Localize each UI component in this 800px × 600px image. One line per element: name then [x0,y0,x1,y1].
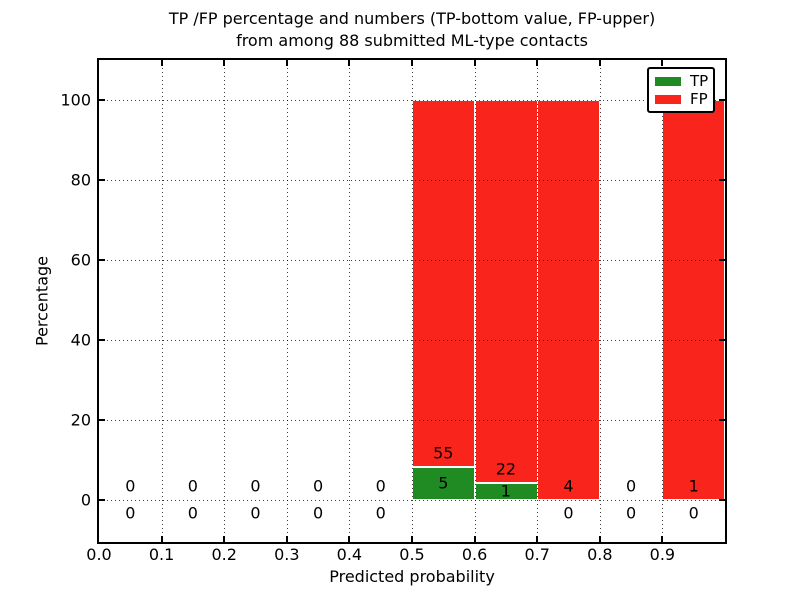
x-tick-label-0.5: 0.5 [399,545,425,564]
y-tick-label-80: 80 [70,170,91,190]
y-tick-label-60: 60 [70,250,91,270]
plot-area: 0 0 0 0 0 0 0 0 0 0 5 55 1 22 4 0 0 0 1 0 [97,58,727,544]
y-tick-right [719,499,725,501]
x-tick-label-0.2: 0.2 [211,545,237,564]
tp-count-label-0.8: 0 [626,503,637,523]
fp-count-label-0.6: 22 [495,459,517,479]
fp-count-label-0.7: 4 [563,476,574,496]
fp-count-label-0.9: 1 [688,476,699,496]
tp-legend-swatch [655,76,681,86]
x-tick-top [161,60,163,66]
tp-legend-label: TP [690,72,709,90]
v-gridline-0.6 [475,60,476,542]
x-tick-bottom [348,536,350,542]
x-tick-label-0.8: 0.8 [587,545,613,564]
fp-count-label-0.5: 55 [433,443,454,463]
y-tick-left [99,259,105,261]
y-tick-label-20: 20 [70,410,91,430]
fp-bar-0.7 [537,100,600,500]
tp-count-label-0.4: 0 [375,503,386,523]
x-tick-top [348,60,350,66]
legend-item-fp: FP [655,90,708,108]
y-tick-right [719,99,725,101]
x-tick-bottom [223,536,225,542]
fp-count-label-0.1: 0 [187,476,198,496]
y-tick-label-100: 100 [60,90,91,110]
v-gridline-0.8 [600,60,601,542]
x-tick-bottom [661,536,663,542]
x-tick-bottom [474,536,476,542]
fp-count-label-0.8: 0 [626,476,637,496]
y-tick-left [99,499,105,501]
y-tick-right [719,419,725,421]
y-tick-left [99,339,105,341]
x-axis-label: Predicted probability [329,567,495,586]
fp-count-label-0.2: 0 [250,476,261,496]
x-tick-top [474,60,476,66]
y-tick-right [719,259,725,261]
v-gridline-0.9 [662,60,663,542]
x-tick-bottom [286,536,288,542]
tp-count-label-0.0: 0 [125,503,136,523]
y-tick-left [99,419,105,421]
fp-bar-0.9 [662,100,725,500]
x-tick-bottom [536,536,538,542]
tp-bar-0.5 [412,466,475,500]
x-tick-top [286,60,288,66]
y-tick-right [719,339,725,341]
y-tick-left [99,99,105,101]
x-tick-top [661,60,663,66]
tp-count-label-0.2: 0 [250,503,261,523]
x-tick-label-0.7: 0.7 [524,545,550,564]
x-tick-top [599,60,601,66]
tp-count-label-0.3: 0 [313,503,324,523]
v-gridline-0.4 [349,60,350,542]
x-tick-top [223,60,225,66]
v-gridline-0.1 [162,60,163,542]
fp-count-label-0.3: 0 [313,476,324,496]
x-tick-label-0.0: 0.0 [86,545,112,564]
tp-count-label-0.6: 1 [500,481,511,501]
fp-legend-swatch [655,94,681,104]
fp-count-label-0.0: 0 [125,476,136,496]
fp-bar-0.6 [475,100,538,483]
chart-title: TP /FP percentage and numbers (TP-bottom… [97,8,727,52]
y-tick-right [719,179,725,181]
x-tick-label-0.1: 0.1 [148,545,175,564]
tp-count-label-0.1: 0 [187,503,198,523]
v-gridline-0.3 [287,60,288,542]
x-tick-bottom [599,536,601,542]
v-gridline-0.7 [537,60,538,542]
x-tick-top [536,60,538,66]
y-tick-left [99,179,105,181]
x-tick-top [411,60,413,66]
fp-bar-0.5 [412,100,475,467]
tp-count-label-0.5: 5 [438,473,449,493]
x-tick-bottom [161,536,163,542]
y-tick-label-0: 0 [80,490,91,510]
x-tick-bottom [411,536,413,542]
legend: TP FP [647,67,715,113]
chart-title-line1: TP /FP percentage and numbers (TP-bottom… [168,9,656,28]
plot-inner: 0 0 0 0 0 0 0 0 0 0 5 55 1 22 4 0 0 0 1 0 [99,60,725,542]
v-gridline-0.5 [412,60,413,542]
x-tick-label-0.3: 0.3 [274,545,300,564]
x-tick-label-0.4: 0.4 [336,545,363,564]
y-tick-label-40: 40 [70,330,91,350]
chart-title-line2: from among 88 submitted ML-type contacts [236,31,588,50]
tp-count-label-0.9: 0 [688,503,699,523]
tp-count-label-0.7: 0 [563,503,574,523]
v-gridline-0.2 [224,60,225,542]
x-tick-label-0.6: 0.6 [461,545,488,564]
fp-count-label-0.4: 0 [375,476,386,496]
x-tick-label-0.9: 0.9 [649,545,676,564]
fp-legend-label: FP [690,90,708,108]
legend-item-tp: TP [655,72,709,90]
